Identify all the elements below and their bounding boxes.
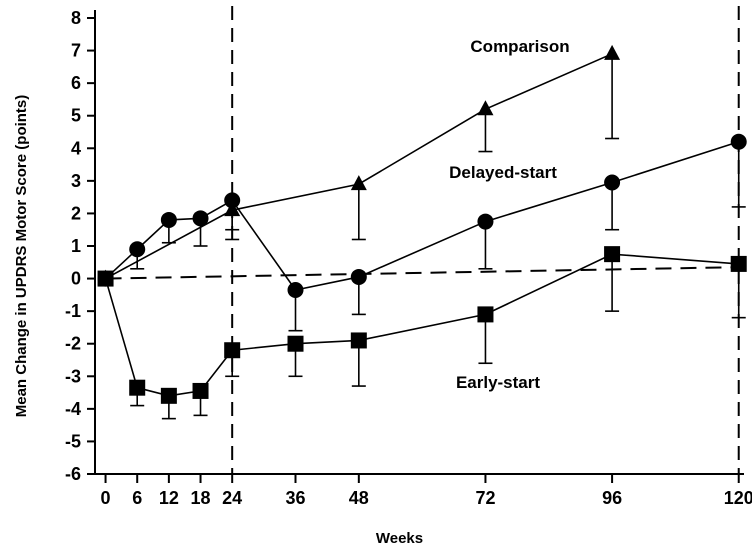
x-tick-label: 24 [222, 488, 242, 508]
x-tick-label: 120 [724, 488, 752, 508]
baseline-reference-line [105, 266, 739, 280]
x-tick-label: 36 [285, 488, 305, 508]
data-point-triangle [477, 100, 494, 116]
data-point-square [129, 379, 146, 396]
series-line [104, 253, 739, 397]
data-point-circle [129, 241, 146, 258]
series-label-early-start: Early-start [456, 373, 540, 392]
y-tick-label: -5 [65, 431, 81, 451]
x-tick-label: 12 [159, 488, 179, 508]
x-tick-label: 96 [602, 488, 622, 508]
y-tick-label: 5 [71, 106, 81, 126]
series-layer [97, 44, 747, 420]
y-tick-label: -1 [65, 301, 81, 321]
data-point-square [192, 382, 209, 399]
data-point-circle [287, 281, 304, 298]
data-point-circle [350, 268, 367, 285]
labels-layer: Weeks Mean Change in UPDRS Motor Score (p… [13, 37, 570, 547]
y-tick-label: -2 [65, 334, 81, 354]
y-tick-label: 0 [71, 269, 81, 289]
series-delayed-start [97, 133, 747, 332]
x-tick-label: 0 [101, 488, 111, 508]
data-point-circle [477, 213, 494, 230]
data-point-circle [160, 211, 177, 228]
y-axis-title: Mean Change in UPDRS Motor Score (points… [13, 95, 30, 418]
y-tick-label: -6 [65, 464, 81, 484]
series-early-start [97, 246, 747, 420]
x-tick-label: 18 [191, 488, 211, 508]
data-point-triangle [604, 44, 621, 60]
y-tick-label: 1 [71, 236, 81, 256]
data-point-square [224, 342, 241, 359]
y-tick-label: -4 [65, 399, 81, 419]
data-point-square [604, 246, 621, 263]
data-point-square [477, 306, 494, 323]
data-point-triangle [350, 175, 367, 191]
data-point-circle [224, 192, 241, 209]
series-line [105, 141, 739, 291]
x-tick-label: 72 [475, 488, 495, 508]
data-point-circle [192, 210, 209, 227]
y-tick-label: 7 [71, 41, 81, 61]
x-tick-label: 6 [132, 488, 142, 508]
x-tick-label: 48 [349, 488, 369, 508]
y-tick-label: 3 [71, 171, 81, 191]
data-point-square [350, 332, 367, 349]
x-axis-title: Weeks [376, 530, 423, 547]
y-tick-label: 8 [71, 8, 81, 28]
y-tick-label: 2 [71, 203, 81, 223]
data-point-circle [730, 133, 747, 150]
y-tick-label: 4 [71, 138, 81, 158]
data-point-square [730, 255, 747, 272]
y-tick-label: 6 [71, 73, 81, 93]
data-point-circle [604, 174, 621, 191]
data-point-square [160, 387, 177, 404]
data-point-square [97, 270, 114, 287]
y-tick-label: -3 [65, 366, 81, 386]
series-label-comparison: Comparison [470, 37, 569, 56]
series-label-delayed-start: Delayed-start [449, 163, 557, 182]
data-point-square [287, 335, 304, 352]
